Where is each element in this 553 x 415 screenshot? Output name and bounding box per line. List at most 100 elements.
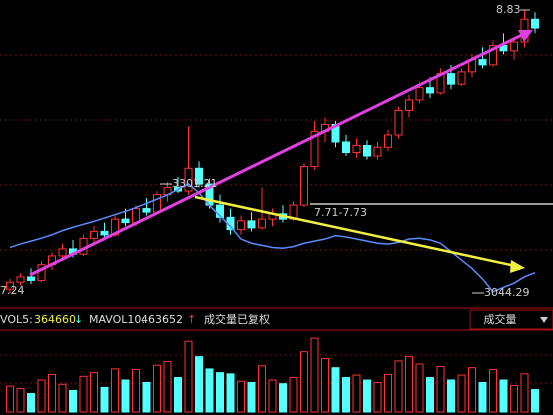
volume-bar: [195, 356, 203, 413]
volume-bar: [331, 367, 340, 413]
candle-body: [478, 59, 487, 66]
mavol10-value: 463652: [141, 313, 183, 326]
volume-bar: [58, 383, 67, 413]
candle-body: [142, 208, 151, 213]
indicator-button[interactable]: [469, 309, 553, 330]
volume-bar: [27, 393, 35, 413]
indicator-button-label[interactable]: 成交量: [484, 312, 517, 326]
adjusted-note: 成交量已复权: [204, 312, 270, 326]
volume-bar: [289, 377, 298, 413]
candle-body: [310, 130, 319, 168]
volume-bar: [300, 351, 308, 413]
volume-bar: [447, 379, 455, 413]
volume-bar: [384, 373, 392, 413]
volume-bar: [48, 373, 56, 413]
index-low-label: 3044.29: [484, 286, 530, 299]
volume-bar: [216, 372, 224, 413]
volume-bar: [6, 385, 14, 413]
candle-body: [373, 146, 382, 157]
volume-bar: [373, 381, 382, 413]
volume-bar: [258, 365, 266, 413]
candle-body: [247, 220, 256, 229]
mavol10-trend: ↑: [187, 313, 196, 326]
volume-bar: [184, 340, 193, 413]
volume-bar: [153, 364, 161, 413]
candle-body: [457, 71, 466, 85]
candle-body: [237, 220, 245, 231]
low-label: 7.24: [0, 284, 25, 297]
mavol10-label: MAVOL10:: [89, 313, 145, 326]
volume-bar: [468, 367, 476, 413]
candle-body: [121, 218, 130, 224]
volume-bar: [16, 388, 25, 413]
candle-body: [405, 99, 413, 111]
index-high-label: 3301.21: [172, 177, 218, 190]
volume-bar: [405, 356, 413, 413]
volume-bar: [321, 357, 329, 413]
volume-bar: [499, 379, 508, 413]
candle-body: [58, 248, 67, 257]
candle-body: [384, 134, 392, 148]
candle-body: [153, 194, 161, 213]
candle-body: [489, 45, 497, 66]
volume-bar: [37, 379, 46, 413]
candle-body: [394, 109, 403, 136]
volume-bar: [205, 368, 214, 413]
volume-bar: [132, 369, 140, 413]
volume-bar: [163, 361, 172, 413]
trend-arrow: [194, 195, 521, 269]
arrow-head: [518, 30, 533, 42]
arrow-head: [510, 260, 525, 273]
trend-arrow: [29, 30, 529, 277]
candle-body: [363, 144, 371, 157]
volume-bar: [363, 379, 371, 413]
volume-bar: [279, 383, 287, 413]
high-label: 8.83: [496, 3, 521, 16]
volume-bar: [436, 365, 445, 413]
volume-bar: [90, 372, 98, 413]
gap-label: 7.71-7.73: [314, 206, 367, 219]
candle-body: [531, 18, 539, 29]
volume-bar: [111, 368, 119, 413]
volume-bar: [226, 373, 235, 413]
volume-bar: [457, 374, 466, 413]
candle-body: [216, 204, 224, 218]
candle-body: [90, 230, 98, 239]
volume-bar: [394, 360, 403, 413]
candle-body: [510, 41, 518, 52]
candle-body: [426, 87, 434, 94]
volume-bar: [478, 381, 487, 413]
candle-body: [27, 276, 35, 281]
volume-bar: [247, 381, 256, 413]
volume-bar: [352, 374, 361, 413]
volume-bar: [415, 363, 424, 413]
index-line: [9, 183, 536, 293]
volume-bar: [142, 381, 151, 413]
volume-bar: [121, 379, 130, 413]
candle-body: [16, 276, 25, 283]
volume-bar: [174, 377, 182, 413]
candle-body: [342, 141, 350, 153]
candle-body: [352, 144, 361, 154]
candle-body: [184, 167, 193, 192]
volume-bar: [489, 369, 497, 413]
candle-body: [415, 87, 424, 101]
candle-body: [258, 218, 266, 229]
volume-bar: [342, 377, 350, 413]
volume-bar: [100, 386, 109, 413]
vol5-trend: ↓: [74, 313, 83, 326]
vol5-label: VOL5:: [0, 313, 33, 326]
volume-bar: [268, 379, 277, 413]
candle-body: [100, 230, 109, 236]
volume-bar: [69, 389, 77, 413]
candle-body: [300, 166, 308, 206]
volume-bar: [237, 380, 245, 413]
volume-bar: [510, 385, 518, 413]
candle-body: [6, 281, 14, 290]
volume-bar: [520, 373, 529, 413]
dropdown-icon[interactable]: [540, 317, 548, 323]
volume-bar: [426, 377, 434, 413]
vol5-value: 364660: [34, 313, 76, 326]
volume-bar: [310, 337, 319, 413]
